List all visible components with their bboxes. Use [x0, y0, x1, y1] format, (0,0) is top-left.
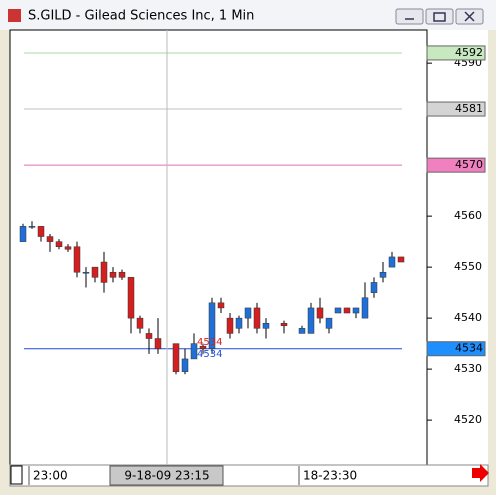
candle-body: [55, 241, 63, 247]
candle-body: [280, 322, 288, 327]
y-tick-label: 4540: [454, 311, 482, 324]
candle-body: [145, 333, 153, 339]
time-axis: [9, 464, 489, 487]
candle-body: [379, 271, 387, 278]
price-badge-label: 4581: [455, 102, 483, 115]
x-tick-label: 9-18-09 23:15: [124, 469, 209, 483]
chart-area: [10, 30, 488, 486]
candle-body: [82, 271, 90, 274]
candle-body: [235, 317, 243, 329]
price-badge: [426, 341, 486, 357]
candle-body: [244, 307, 252, 319]
candle-body: [190, 343, 198, 360]
window-button-glyphs: [405, 11, 475, 22]
x-tick-label: 23:00: [33, 469, 68, 483]
cursor-label: 4534: [197, 349, 222, 360]
candle-body: [253, 307, 261, 329]
maximize-button[interactable]: [425, 8, 454, 25]
candle-body: [262, 322, 270, 329]
price-badge: [426, 45, 486, 61]
candle-body: [136, 317, 144, 329]
price-badge: [426, 157, 486, 173]
candle-body: [316, 307, 324, 319]
candle-body: [226, 317, 234, 334]
candle-body: [28, 226, 36, 228]
candle-body: [325, 317, 333, 329]
candle-body: [298, 328, 306, 334]
price-badge-label: 4534: [455, 342, 483, 355]
candle-body: [370, 282, 378, 293]
candle-body: [361, 297, 369, 319]
candle-body: [343, 307, 351, 314]
window-title: S.GILD - Gilead Sciences Inc, 1 Min: [28, 9, 254, 24]
app-icon: [8, 9, 21, 22]
candle-body: [172, 343, 180, 372]
candle-body: [397, 256, 405, 263]
candle-body: [109, 271, 117, 278]
candle-body: [37, 226, 45, 237]
candle-body: [181, 358, 189, 372]
candle-body: [91, 266, 99, 278]
candle-body: [334, 307, 342, 314]
candle-body: [208, 302, 216, 349]
candle-body: [100, 261, 108, 283]
candle-body: [154, 338, 162, 349]
y-tick-label: 4550: [454, 260, 482, 273]
candle-body: [352, 307, 360, 314]
candle-body: [217, 302, 225, 309]
x-tick-label: 18-23:30: [303, 469, 357, 483]
candle-body: [46, 236, 54, 242]
price-badge-label: 4570: [455, 158, 483, 171]
candle-body: [73, 246, 81, 273]
candle-body: [127, 277, 135, 319]
scroll-arrow[interactable]: [472, 464, 489, 482]
candle-body: [64, 246, 72, 250]
y-tick-label: 4520: [454, 413, 482, 426]
candle-body: [19, 226, 27, 242]
price-badge: [426, 101, 486, 117]
candle-body: [388, 256, 396, 268]
candle-body: [199, 345, 207, 349]
candle-body: [118, 271, 126, 278]
cursor-label: 4534: [197, 337, 222, 348]
scroll-box[interactable]: [10, 465, 23, 485]
candle-body: [307, 307, 315, 334]
y-tick-label: 4560: [454, 209, 482, 222]
minimize-button[interactable]: [395, 8, 424, 25]
price-badge-label: 4592: [455, 46, 483, 59]
y-tick-label: 4530: [454, 362, 482, 375]
